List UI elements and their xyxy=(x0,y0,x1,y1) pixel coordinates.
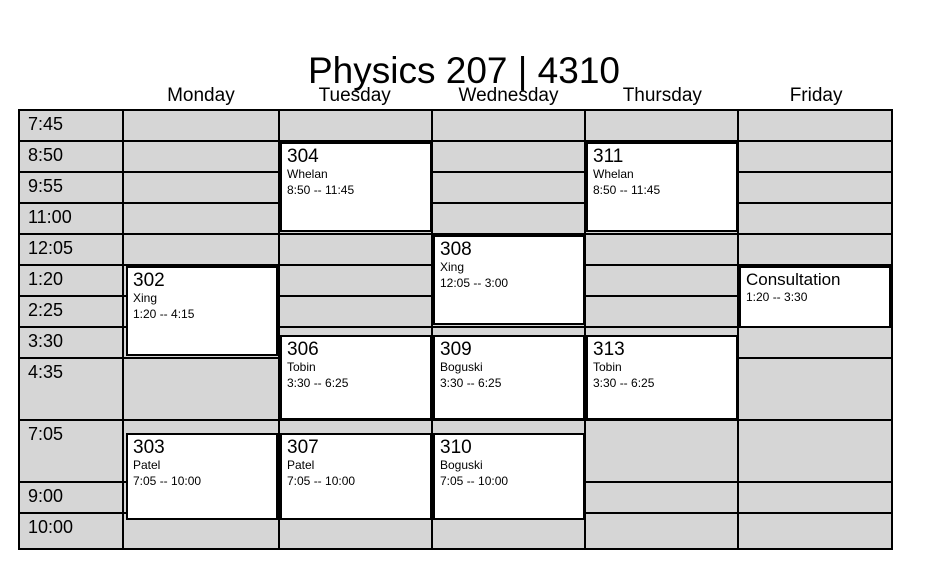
course-time-range: 7:05 -- 10:00 xyxy=(133,474,202,488)
course-code: 307 xyxy=(287,437,319,458)
course-time-range: 7:05 -- 10:00 xyxy=(287,474,356,488)
course-time-range: 8:50 -- 11:45 xyxy=(593,183,661,197)
course-instructor: Whelan xyxy=(287,167,328,181)
time-label: 8:50 xyxy=(20,142,124,171)
time-label: 2:25 xyxy=(20,297,124,326)
course-code: 308 xyxy=(440,239,472,260)
schedule-row: 10:00 xyxy=(20,514,891,548)
consultation-time-range: 1:20 -- 3:30 xyxy=(746,290,808,304)
course-code: 313 xyxy=(593,339,625,360)
course-time-range: 3:30 -- 6:25 xyxy=(440,376,502,390)
time-label: 4:35 xyxy=(20,359,124,419)
time-label: 11:00 xyxy=(20,204,124,233)
course-instructor: Boguski xyxy=(440,360,483,374)
course-instructor: Tobin xyxy=(593,360,622,374)
course-time-range: 1:20 -- 4:15 xyxy=(133,307,195,321)
course-code: 309 xyxy=(440,339,472,360)
course-code: 304 xyxy=(287,146,319,167)
course-time-range: 3:30 -- 6:25 xyxy=(593,376,655,390)
column-divider-monday-tuesday xyxy=(278,111,280,548)
column-divider-thursday-friday xyxy=(737,111,739,548)
column-divider-tuesday-wednesday xyxy=(431,111,433,548)
consultation-block[interactable]: Consultation 1:20 -- 3:30 xyxy=(739,266,891,328)
course-block[interactable]: 304 Whelan 8:50 -- 11:45 xyxy=(280,142,432,232)
course-instructor: Xing xyxy=(440,260,465,274)
course-time-range: 12:05 -- 3:00 xyxy=(440,276,509,290)
schedule-row: 2:25 xyxy=(20,297,891,328)
course-instructor: Patel xyxy=(287,458,315,472)
day-header-wednesday: Wednesday xyxy=(458,85,559,106)
schedule-row: 11:00 xyxy=(20,204,891,235)
time-label: 1:20 xyxy=(20,266,124,295)
time-label: 7:45 xyxy=(20,111,124,140)
course-code: 311 xyxy=(593,146,624,167)
schedule-row: 7:45 xyxy=(20,111,891,142)
course-code: 306 xyxy=(287,339,319,360)
schedule-grid: 7:45 8:50 9:55 11:00 12:05 1:20 2:25 3:30 4:35 7:… xyxy=(18,109,893,550)
course-instructor: Patel xyxy=(133,458,161,472)
course-instructor: Whelan xyxy=(593,167,634,181)
time-label: 9:55 xyxy=(20,173,124,202)
course-block[interactable]: 306 Tobin 3:30 -- 6:25 xyxy=(280,335,432,420)
schedule-row: 4:35 xyxy=(20,359,891,421)
course-code: 302 xyxy=(133,270,165,291)
day-header-friday: Friday xyxy=(789,85,843,106)
time-label: 10:00 xyxy=(20,514,124,548)
consultation-label: Consultation xyxy=(746,270,841,289)
time-label: 7:05 xyxy=(20,421,124,481)
course-instructor: Boguski xyxy=(440,458,483,472)
day-header-row: Monday Tuesday Wednesday Thursday Friday xyxy=(124,84,893,108)
course-time-range: 3:30 -- 6:25 xyxy=(287,376,349,390)
course-block[interactable]: 311 Whelan 8:50 -- 11:45 xyxy=(586,142,738,232)
course-block[interactable]: 310 Boguski 7:05 -- 10:00 xyxy=(433,433,585,520)
time-label: 12:05 xyxy=(20,235,124,264)
schedule-row: 8:50 xyxy=(20,142,891,173)
course-block[interactable]: 313 Tobin 3:30 -- 6:25 xyxy=(586,335,738,420)
course-time-range: 7:05 -- 10:00 xyxy=(440,474,509,488)
course-instructor: Xing xyxy=(133,291,158,305)
course-block[interactable]: 302 Xing 1:20 -- 4:15 xyxy=(126,266,278,356)
page-title: Physics 207 | 4310 xyxy=(308,49,620,91)
schedule-row: 9:55 xyxy=(20,173,891,204)
column-divider-wednesday-thursday xyxy=(584,111,586,548)
course-time-range: 8:50 -- 11:45 xyxy=(287,183,355,197)
time-label: 9:00 xyxy=(20,483,124,512)
course-code: 310 xyxy=(440,437,472,458)
course-block[interactable]: 309 Boguski 3:30 -- 6:25 xyxy=(433,335,585,420)
time-label: 3:30 xyxy=(20,328,124,357)
course-code: 303 xyxy=(133,437,165,458)
course-instructor: Tobin xyxy=(287,360,316,374)
day-header-tuesday: Tuesday xyxy=(318,85,391,106)
day-header-monday: Monday xyxy=(167,85,235,106)
course-block[interactable]: 307 Patel 7:05 -- 10:00 xyxy=(280,433,432,520)
course-block[interactable]: 303 Patel 7:05 -- 10:00 xyxy=(126,433,278,520)
course-block[interactable]: 308 Xing 12:05 -- 3:00 xyxy=(433,235,585,325)
day-header-thursday: Thursday xyxy=(622,85,702,106)
